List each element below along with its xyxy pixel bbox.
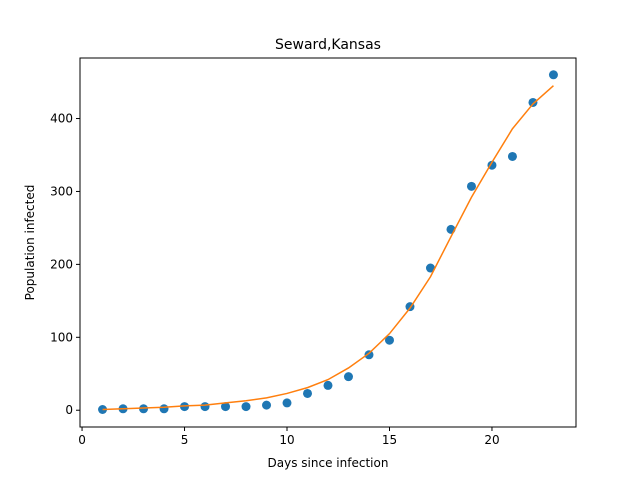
data-point [159,404,169,414]
x-tick-label: 15 [382,433,397,447]
data-point [241,402,251,412]
data-point [466,181,476,191]
y-tick-label: 0 [65,403,73,417]
data-point [343,372,353,382]
data-point [364,350,374,360]
fit-line [102,85,554,411]
data-point [303,388,313,398]
y-tick-label: 300 [50,184,73,198]
x-tick-label: 20 [484,433,499,447]
data-point [425,263,435,273]
x-axis-label: Days since infection [268,456,389,470]
data-point [548,70,558,80]
y-tick-label: 100 [50,330,73,344]
y-tick-label: 200 [50,257,73,271]
data-point [98,404,108,414]
y-tick-label: 400 [50,112,73,126]
plot-area [98,70,558,414]
data-point [200,402,210,412]
data-point [221,402,231,412]
data-point [323,380,333,390]
axes-frame [79,57,577,428]
x-tick-label: 10 [279,433,294,447]
x-tick-label: 5 [181,433,189,447]
chart-title: Seward,Kansas [275,37,381,53]
data-point [507,151,517,161]
data-point [262,400,272,410]
y-axis-label: Population infected [23,185,37,301]
data-point [384,335,394,345]
data-point [282,398,292,408]
data-point [528,97,538,107]
x-tick-label: 0 [78,433,86,447]
